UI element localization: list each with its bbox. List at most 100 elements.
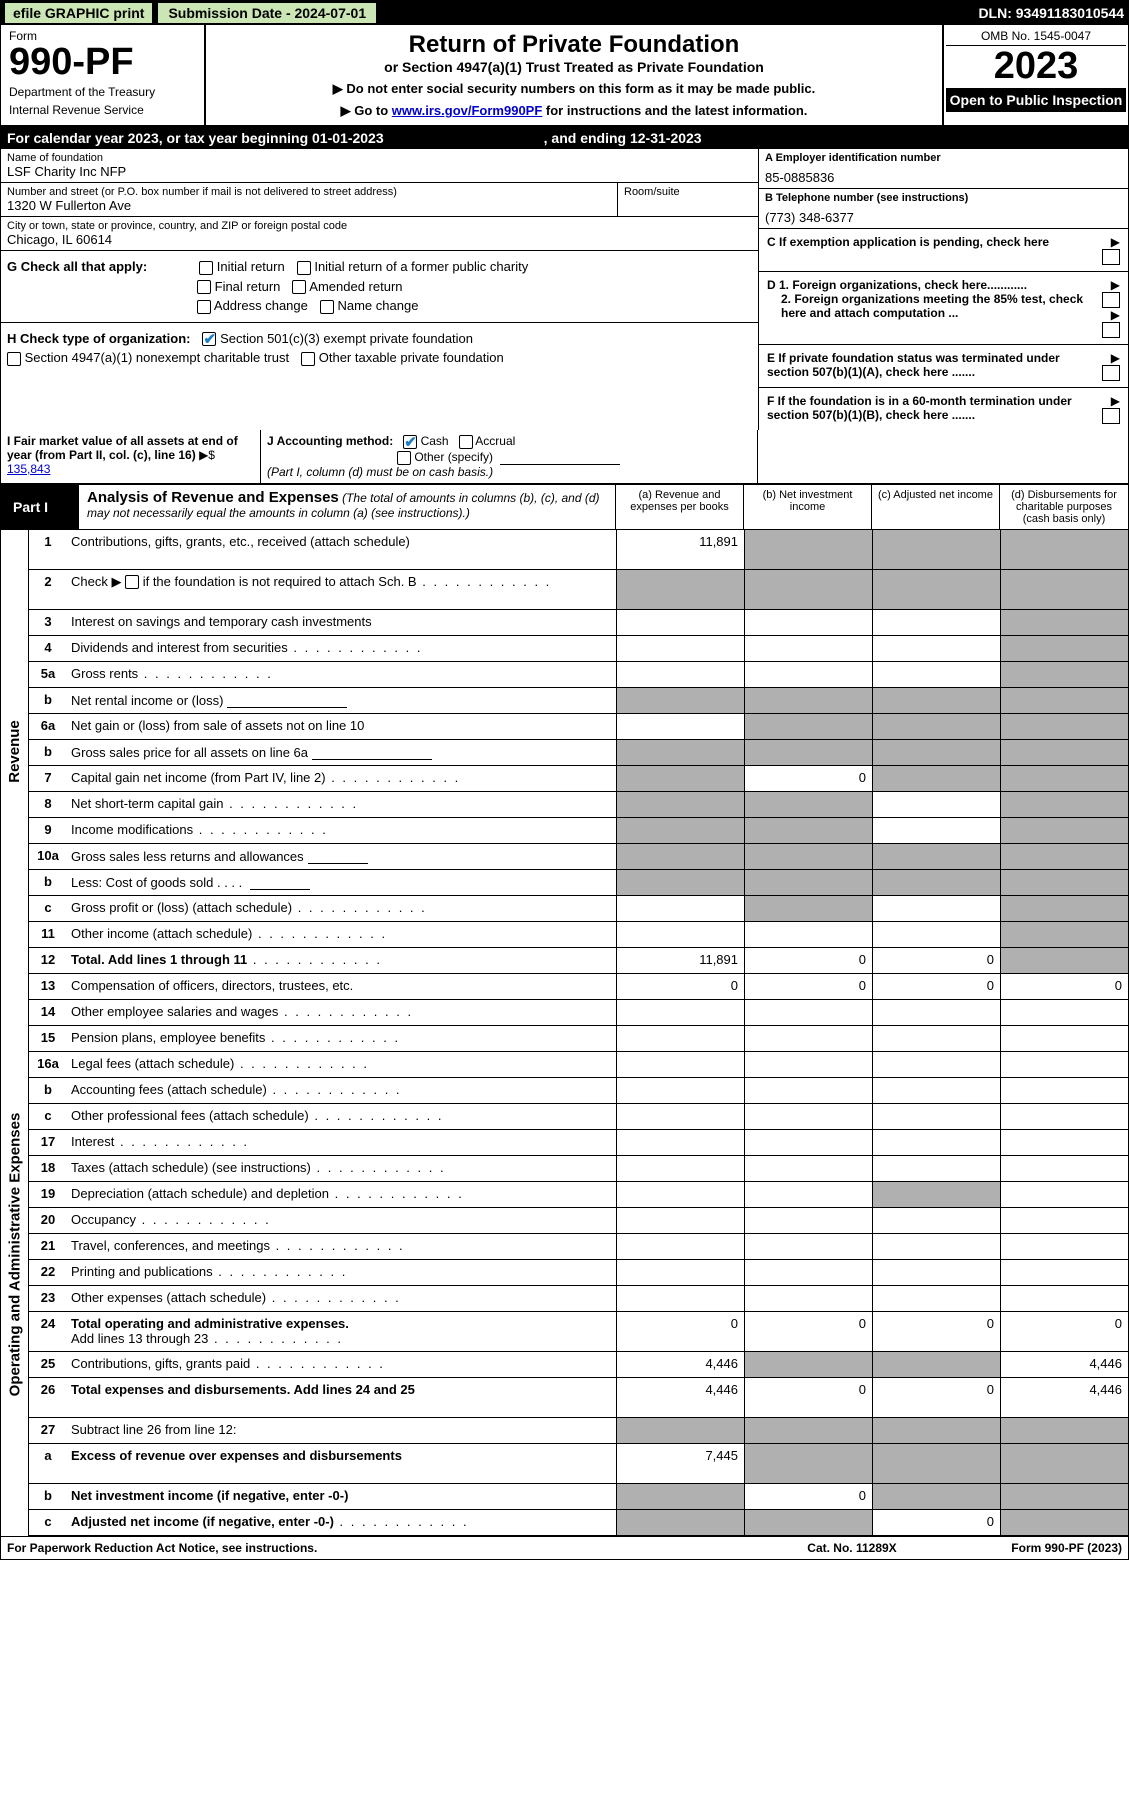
part1-label: Part I xyxy=(1,485,79,529)
other-taxable-checkbox[interactable] xyxy=(301,352,315,366)
revenue-side-label: Revenue xyxy=(1,530,29,974)
line-1: Contributions, gifts, grants, etc., rece… xyxy=(67,530,616,569)
line-8: Net short-term capital gain xyxy=(67,792,616,817)
e-checkbox[interactable] xyxy=(1102,365,1120,381)
v27bb: 0 xyxy=(744,1484,872,1509)
part1-title: Analysis of Revenue and Expenses xyxy=(87,489,339,506)
line-27a: Excess of revenue over expenses and disb… xyxy=(67,1444,616,1483)
accrual-label: Accrual xyxy=(475,434,515,448)
v24d: 0 xyxy=(1000,1312,1128,1351)
expenses-rows: 13Compensation of officers, directors, t… xyxy=(29,974,1128,1536)
v13b: 0 xyxy=(744,974,872,999)
501c3-label: Section 501(c)(3) exempt private foundat… xyxy=(220,331,473,346)
line-27c: Adjusted net income (if negative, enter … xyxy=(67,1510,616,1535)
tax-year: 2023 xyxy=(946,46,1126,88)
501c3-checkbox[interactable] xyxy=(202,332,216,346)
address-change-checkbox[interactable] xyxy=(197,300,211,314)
line-21: Travel, conferences, and meetings xyxy=(67,1234,616,1259)
info-right: A Employer identification number 85-0885… xyxy=(758,149,1128,430)
c-checkbox[interactable] xyxy=(1102,249,1120,265)
form-subtitle: or Section 4947(a)(1) Trust Treated as P… xyxy=(216,59,932,75)
accrual-checkbox[interactable] xyxy=(459,435,473,449)
top-bar: efile GRAPHIC print Submission Date - 20… xyxy=(1,1,1128,25)
e-label: E If private foundation status was termi… xyxy=(767,351,1060,379)
v12a: 11,891 xyxy=(616,948,744,973)
j-cell: J Accounting method: Cash Accrual Other … xyxy=(261,430,758,483)
address: 1320 W Fullerton Ave xyxy=(7,198,611,213)
col-c-head: (c) Adjusted net income xyxy=(872,485,1000,529)
line-5a: Gross rents xyxy=(67,662,616,687)
header-left: Form 990-PF Department of the Treasury I… xyxy=(1,25,206,125)
revenue-rows: 1Contributions, gifts, grants, etc., rec… xyxy=(29,530,1128,974)
amended-return-checkbox[interactable] xyxy=(292,280,306,294)
note-1: ▶ Do not enter social security numbers o… xyxy=(216,81,932,97)
v26b: 0 xyxy=(744,1378,872,1417)
v27cc: 0 xyxy=(872,1510,1000,1535)
instructions-link[interactable]: www.irs.gov/Form990PF xyxy=(392,103,543,118)
header-right: OMB No. 1545-0047 2023 Open to Public In… xyxy=(942,25,1128,125)
form-container: efile GRAPHIC print Submission Date - 20… xyxy=(0,0,1129,1560)
initial-return-checkbox[interactable] xyxy=(199,261,213,275)
header: Form 990-PF Department of the Treasury I… xyxy=(1,25,1128,127)
name-change-checkbox[interactable] xyxy=(320,300,334,314)
v24a: 0 xyxy=(616,1312,744,1351)
line-4: Dividends and interest from securities xyxy=(67,636,616,661)
address-change-label: Address change xyxy=(214,298,308,313)
v13c: 0 xyxy=(872,974,1000,999)
expenses-side-label: Operating and Administrative Expenses xyxy=(1,974,29,1536)
v25d: 4,446 xyxy=(1000,1352,1128,1377)
initial-former-label: Initial return of a former public charit… xyxy=(314,259,528,274)
name-change-label: Name change xyxy=(337,298,418,313)
submission-date: Submission Date - 2024-07-01 xyxy=(158,3,376,23)
fmv-value[interactable]: 135,843 xyxy=(7,462,50,476)
dept-1: Department of the Treasury xyxy=(9,85,196,99)
omb-number: OMB No. 1545-0047 xyxy=(946,27,1126,46)
g-checks: G Check all that apply: Initial return I… xyxy=(1,251,758,323)
v25a: 4,446 xyxy=(616,1352,744,1377)
note2-pre: ▶ Go to xyxy=(341,103,392,118)
e-row: E If private foundation status was termi… xyxy=(759,345,1128,388)
cash-checkbox[interactable] xyxy=(403,435,417,449)
d2-label: 2. Foreign organizations meeting the 85%… xyxy=(781,292,1083,320)
dln: DLN: 93491183010544 xyxy=(978,5,1124,21)
ij-row: I Fair market value of all assets at end… xyxy=(1,430,1128,484)
4947-checkbox[interactable] xyxy=(7,352,21,366)
other-method-label: Other (specify) xyxy=(414,450,493,464)
city: Chicago, IL 60614 xyxy=(7,232,752,247)
foundation-name: LSF Charity Inc NFP xyxy=(7,164,752,179)
other-taxable-label: Other taxable private foundation xyxy=(319,350,504,365)
line-10a: Gross sales less returns and allowances xyxy=(67,844,616,869)
line-12: Total. Add lines 1 through 11 xyxy=(67,948,616,973)
line-7: Capital gain net income (from Part IV, l… xyxy=(67,766,616,791)
part1-desc: Analysis of Revenue and Expenses (The to… xyxy=(79,485,616,529)
initial-former-checkbox[interactable] xyxy=(297,261,311,275)
line-10c: Gross profit or (loss) (attach schedule) xyxy=(67,896,616,921)
schb-checkbox[interactable] xyxy=(125,575,139,589)
v24b: 0 xyxy=(744,1312,872,1351)
d1-label: D 1. Foreign organizations, check here..… xyxy=(767,278,1027,292)
other-method-checkbox[interactable] xyxy=(397,451,411,465)
revenue-section: Revenue 1Contributions, gifts, grants, e… xyxy=(1,530,1128,974)
city-cell: City or town, state or province, country… xyxy=(1,217,758,251)
phone-label: B Telephone number (see instructions) xyxy=(765,192,968,204)
line-23: Other expenses (attach schedule) xyxy=(67,1286,616,1311)
f-cell-dup xyxy=(758,430,1128,483)
f-checkbox[interactable] xyxy=(1102,408,1120,424)
v12c: 0 xyxy=(872,948,1000,973)
d1-checkbox[interactable] xyxy=(1102,292,1120,308)
room-label: Room/suite xyxy=(618,183,758,217)
line-27: Subtract line 26 from line 12: xyxy=(67,1418,616,1443)
dept-2: Internal Revenue Service xyxy=(9,103,196,117)
f-row: F If the foundation is in a 60-month ter… xyxy=(759,388,1128,430)
calendar-row: For calendar year 2023, or tax year begi… xyxy=(1,127,1128,149)
line-15: Pension plans, employee benefits xyxy=(67,1026,616,1051)
other-specify-input[interactable] xyxy=(500,449,620,465)
d2-checkbox[interactable] xyxy=(1102,322,1120,338)
note-2: ▶ Go to www.irs.gov/Form990PF for instru… xyxy=(216,103,932,119)
ein-label: A Employer identification number xyxy=(765,152,941,164)
line-13: Compensation of officers, directors, tru… xyxy=(67,974,616,999)
col-b-head: (b) Net investment income xyxy=(744,485,872,529)
line-5b: Net rental income or (loss) xyxy=(67,688,616,713)
name-label: Name of foundation xyxy=(7,152,752,164)
final-return-checkbox[interactable] xyxy=(197,280,211,294)
